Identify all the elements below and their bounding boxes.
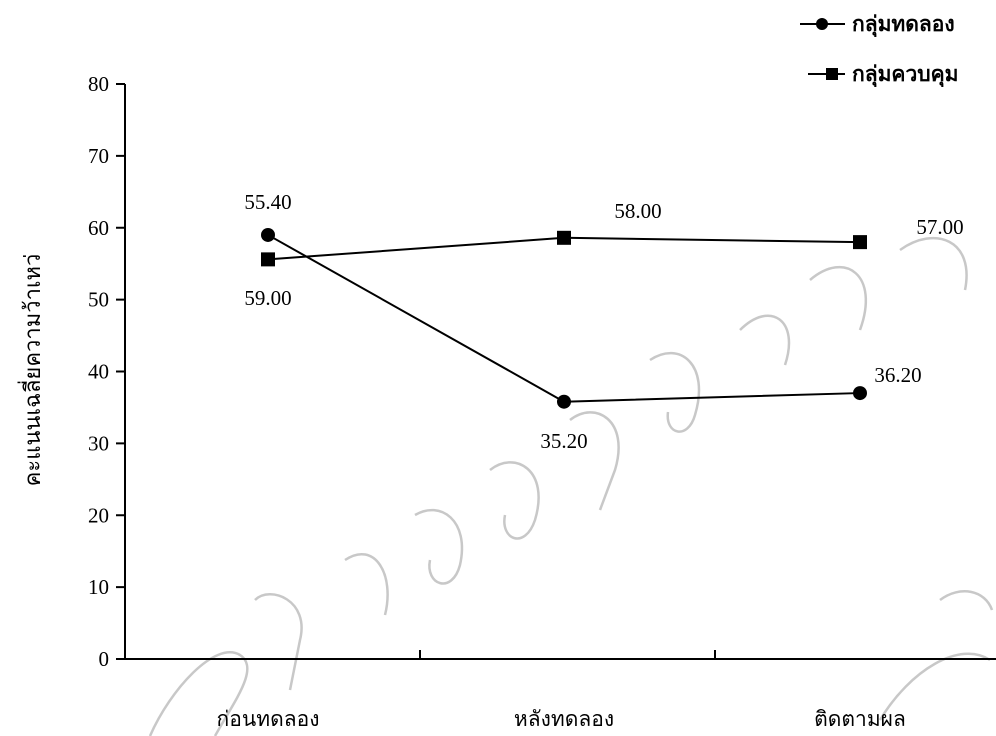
data-label: 36.20 xyxy=(874,363,921,387)
series-layer: 55.40 35.20 36.20 59.00 58.00 57.00 xyxy=(244,190,963,453)
y-tick-label: 30 xyxy=(88,431,109,455)
legend-square-marker xyxy=(826,68,838,80)
data-point-square xyxy=(853,235,867,250)
legend-label: กลุ่มทดลอง xyxy=(852,12,955,38)
legend-label: กลุ่มควบคุม xyxy=(852,62,959,88)
legend: กลุ่มทดลอง กลุ่มควบคุม xyxy=(800,12,959,88)
x-tick-label: ก่อนทดลอง xyxy=(217,707,320,731)
data-label: 55.40 xyxy=(244,190,291,214)
y-tick-label: 80 xyxy=(88,72,109,96)
data-point-square xyxy=(261,252,275,267)
data-label: 35.20 xyxy=(540,429,587,453)
x-tick-label: ติดตามผล xyxy=(814,707,906,731)
y-tick-label: 60 xyxy=(88,216,109,240)
y-axis-ticks: 0 10 20 30 40 50 60 70 80 xyxy=(88,72,125,671)
series-line xyxy=(267,234,861,403)
y-tick-label: 70 xyxy=(88,144,109,168)
watermark xyxy=(148,236,994,736)
y-tick-label: 20 xyxy=(88,503,109,527)
legend-item-experimental: กลุ่มทดลอง xyxy=(800,12,955,38)
data-point-circle xyxy=(557,394,571,409)
y-tick-label: 40 xyxy=(88,360,109,384)
x-tick-label: หลังทดลอง xyxy=(514,707,614,731)
y-tick-label: 0 xyxy=(99,647,110,671)
y-tick-label: 10 xyxy=(88,575,109,599)
data-point-circle xyxy=(261,227,275,242)
legend-item-control: กลุ่มควบคุม xyxy=(808,62,959,88)
legend-circle-marker xyxy=(816,18,828,30)
data-point-circle xyxy=(853,386,867,401)
data-label: 58.00 xyxy=(614,199,661,223)
data-label: 57.00 xyxy=(916,215,963,239)
y-tick-label: 50 xyxy=(88,288,109,312)
y-axis-label: คะแนนเฉลี่ยความว้าเหว่ xyxy=(17,254,46,487)
data-label: 59.00 xyxy=(244,286,291,310)
x-axis-ticks: ก่อนทดลอง หลังทดลอง ติดตามผล xyxy=(217,650,906,731)
data-point-square xyxy=(557,230,571,245)
